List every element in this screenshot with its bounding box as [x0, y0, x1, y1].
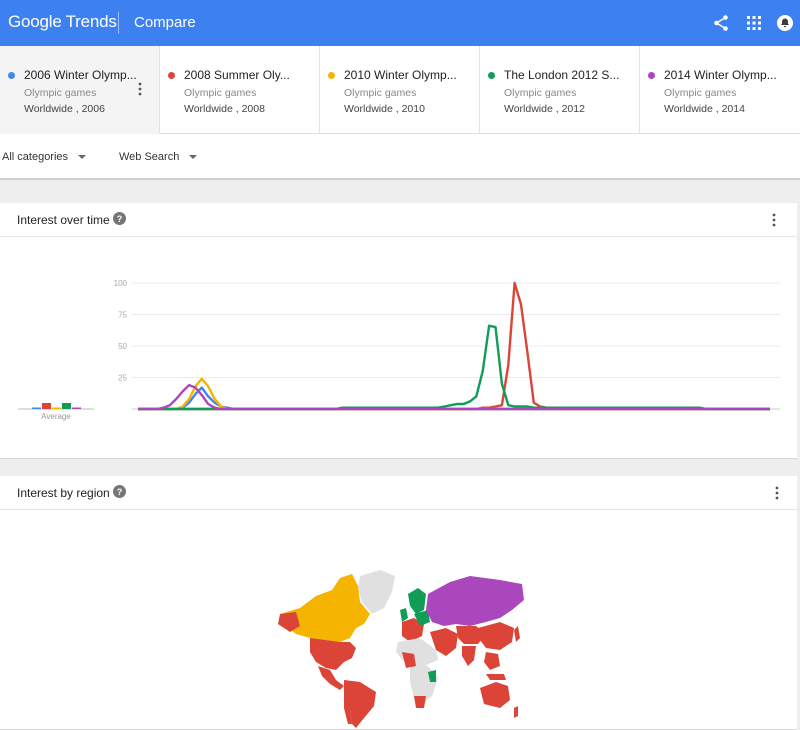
- help-icon[interactable]: ?: [113, 212, 126, 225]
- page-title: Compare: [134, 14, 196, 31]
- map-region-china[interactable]: [478, 622, 514, 650]
- category-dropdown-label: All categories: [2, 151, 69, 163]
- term-title: 2006 Winter Olymp...: [24, 68, 137, 82]
- help-icon[interactable]: ?: [113, 485, 126, 498]
- y-tick-label: 100: [114, 279, 128, 288]
- card-title: Interest by region: [17, 486, 110, 500]
- account-icon[interactable]: [776, 14, 794, 32]
- dropdown-caret-icon: [78, 155, 87, 159]
- more-vert-icon[interactable]: [137, 82, 143, 96]
- share-icon[interactable]: [712, 14, 730, 32]
- map-region-africa-north[interactable]: [396, 638, 438, 666]
- map-region-indonesia[interactable]: [486, 674, 506, 680]
- map-region-japan[interactable]: [514, 626, 520, 642]
- term-card-3[interactable]: 2010 Winter Olymp... Olympic games World…: [320, 46, 480, 134]
- term-region: Worldwide , 2006: [24, 103, 105, 115]
- map-region-russia[interactable]: [426, 576, 524, 626]
- map-region-east-africa[interactable]: [428, 670, 436, 682]
- map-region-uk[interactable]: [400, 608, 408, 622]
- card-header: Interest over time ?: [0, 203, 797, 237]
- map-region-south-america[interactable]: [344, 680, 376, 728]
- more-vert-icon[interactable]: [771, 213, 777, 227]
- map-region-europe-east[interactable]: [414, 610, 430, 626]
- term-title: 2010 Winter Olymp...: [344, 68, 457, 82]
- card-title: Interest over time: [17, 213, 110, 227]
- interest-over-time-card: Interest over time ? Average 25 50 75 100: [0, 203, 797, 459]
- average-bars: [18, 403, 94, 410]
- term-card-4[interactable]: The London 2012 S... Olympic games World…: [480, 46, 640, 134]
- term-region: Worldwide , 2012: [504, 103, 585, 115]
- average-bar-3: [52, 407, 61, 409]
- term-card-5[interactable]: 2014 Winter Olymp... Olympic games World…: [640, 46, 800, 134]
- more-vert-icon[interactable]: [774, 486, 780, 500]
- svg-text:?: ?: [117, 487, 123, 497]
- term-color-dot: [648, 72, 655, 79]
- map-region-australia[interactable]: [480, 682, 510, 708]
- chart-gridlines: 25 50 75 100: [114, 279, 780, 410]
- interest-by-region-card: Interest by region ?: [0, 476, 797, 730]
- map-region-europe-west[interactable]: [402, 618, 424, 642]
- series-line-4: [138, 324, 770, 411]
- term-card-2[interactable]: 2008 Summer Oly... Olympic games Worldwi…: [160, 46, 320, 134]
- map-region-canada[interactable]: [280, 574, 370, 642]
- y-tick-label: 25: [118, 374, 127, 383]
- term-color-dot: [328, 72, 335, 79]
- term-region: Worldwide , 2010: [344, 103, 425, 115]
- card-header: Interest by region ?: [0, 476, 797, 510]
- map-region-new-zealand[interactable]: [514, 706, 518, 718]
- term-color-dot: [8, 72, 15, 79]
- map-region-chile-peru[interactable]: [344, 692, 352, 724]
- header-divider: [118, 12, 119, 34]
- map-region-scandinavia[interactable]: [408, 588, 426, 614]
- apps-grid-icon[interactable]: [745, 14, 763, 32]
- term-title: 2008 Summer Oly...: [184, 68, 290, 82]
- average-bar-1: [32, 407, 41, 409]
- average-bar-2: [42, 403, 51, 409]
- search-type-label: Web Search: [119, 151, 180, 163]
- map-region-india[interactable]: [462, 646, 476, 666]
- series-line-5: [138, 383, 770, 411]
- term-category: Olympic games: [184, 87, 257, 99]
- term-region: Worldwide , 2008: [184, 103, 265, 115]
- term-region: Worldwide , 2014: [664, 103, 745, 115]
- term-category: Olympic games: [24, 87, 97, 99]
- google-trends-logo[interactable]: Google Trends: [8, 12, 117, 32]
- average-bar-5: [72, 407, 81, 409]
- y-tick-label: 50: [118, 342, 127, 351]
- filters-bar: All categories Web Search: [0, 134, 800, 180]
- logo-google-text: Google: [8, 12, 62, 31]
- svg-text:?: ?: [117, 214, 123, 224]
- term-category: Olympic games: [664, 87, 737, 99]
- map-region-alaska[interactable]: [278, 612, 300, 632]
- top-app-bar: Google Trends Compare: [0, 0, 800, 46]
- average-bar-4: [62, 403, 71, 409]
- map-region-africa-west[interactable]: [402, 652, 416, 668]
- map-region-usa[interactable]: [310, 638, 356, 670]
- term-title: The London 2012 S...: [504, 68, 620, 82]
- map-region-middle-east[interactable]: [430, 628, 458, 656]
- term-category: Olympic games: [344, 87, 417, 99]
- dropdown-caret-icon: [189, 155, 198, 159]
- map-region-southeast-asia[interactable]: [484, 652, 500, 670]
- interest-over-time-chart: Average 25 50 75 100: [18, 279, 780, 421]
- world-map[interactable]: [0, 510, 797, 729]
- y-tick-label: 75: [118, 311, 127, 320]
- chart-series: [138, 281, 770, 411]
- logo-trends-text: Trends: [65, 12, 117, 31]
- term-color-dot: [488, 72, 495, 79]
- category-dropdown[interactable]: All categories: [2, 151, 87, 163]
- average-label: Average: [41, 412, 71, 421]
- map-region-south-africa[interactable]: [414, 696, 426, 708]
- map-region-mexico[interactable]: [318, 666, 344, 690]
- term-card-1[interactable]: 2006 Winter Olymp... Olympic games World…: [0, 46, 160, 134]
- term-title: 2014 Winter Olymp...: [664, 68, 777, 82]
- term-category: Olympic games: [504, 87, 577, 99]
- term-color-dot: [168, 72, 175, 79]
- map-region-greenland[interactable]: [358, 570, 395, 614]
- search-type-dropdown[interactable]: Web Search: [119, 151, 198, 163]
- compare-terms-bar: 2006 Winter Olymp... Olympic games World…: [0, 46, 800, 134]
